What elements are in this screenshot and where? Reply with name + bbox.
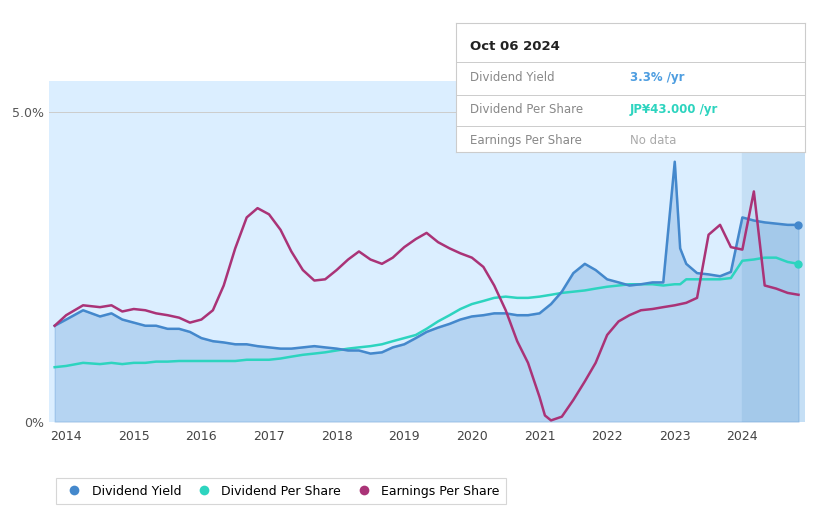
Text: Earnings Per Share: Earnings Per Share xyxy=(470,134,581,147)
Text: 3.3% /yr: 3.3% /yr xyxy=(631,71,685,84)
Text: Oct 06 2024: Oct 06 2024 xyxy=(470,40,559,53)
Bar xyxy=(742,81,805,422)
Text: Dividend Yield: Dividend Yield xyxy=(470,71,554,84)
Text: Dividend Per Share: Dividend Per Share xyxy=(470,103,583,116)
Legend: Dividend Yield, Dividend Per Share, Earnings Per Share: Dividend Yield, Dividend Per Share, Earn… xyxy=(56,479,506,504)
Text: No data: No data xyxy=(631,134,677,147)
Text: JP¥43.000 /yr: JP¥43.000 /yr xyxy=(631,103,718,116)
Text: Past: Past xyxy=(743,97,768,110)
